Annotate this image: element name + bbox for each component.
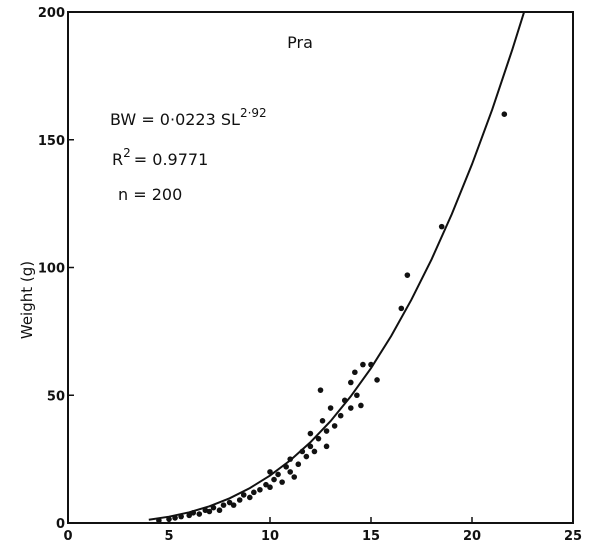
data-point: [501, 111, 508, 117]
x-tick-label: 5: [164, 529, 173, 544]
data-point: [226, 499, 233, 506]
data-point: [327, 405, 334, 411]
data-point: [438, 223, 445, 230]
data-point: [295, 461, 302, 468]
x-tick-label: 0: [63, 529, 72, 544]
data-point: [240, 492, 247, 498]
y-tick-label: 200: [38, 6, 65, 21]
r2-exponent: 2: [123, 146, 131, 160]
data-point: [257, 486, 263, 493]
plot-frame: [67, 11, 574, 524]
data-point: [303, 453, 310, 460]
data-point: [323, 443, 330, 450]
data-point: [196, 511, 203, 517]
y-tick-label: 100: [38, 262, 65, 277]
chart-title: Pra: [287, 33, 313, 52]
data-point: [275, 471, 281, 478]
data-point: [299, 448, 306, 455]
data-point: [279, 479, 285, 485]
data-point: [360, 361, 366, 368]
data-point: [216, 507, 223, 514]
data-point: [315, 435, 322, 442]
data-point: [267, 484, 273, 491]
data-point: [291, 474, 298, 480]
data-point: [337, 412, 344, 419]
data-point: [287, 469, 294, 475]
data-point: [251, 489, 257, 496]
data-point: [331, 423, 338, 429]
data-point: [319, 418, 326, 424]
r-squared: R2 = 0.9771: [112, 146, 208, 169]
data-point: [156, 517, 162, 524]
x-tick-label: 15: [362, 529, 380, 544]
sample-size: n = 200: [118, 185, 182, 204]
r2-value: = 0.9771: [134, 150, 208, 169]
data-point: [348, 405, 354, 411]
data-point: [206, 508, 213, 515]
data-point: [283, 463, 289, 470]
equation-exponent: 2·92: [240, 106, 267, 120]
data-point: [317, 387, 324, 393]
data-point: [178, 513, 184, 520]
data-point: [236, 497, 243, 503]
data-point: [307, 443, 314, 450]
data-point: [352, 369, 358, 376]
data-point: [311, 448, 318, 455]
data-point: [247, 494, 253, 501]
data-point: [307, 430, 314, 437]
data-point: [190, 509, 197, 516]
y-axis-label: Weight (g): [18, 261, 36, 339]
x-tick-label: 10: [261, 529, 279, 544]
y-tick-label: 50: [47, 389, 65, 404]
y-tick-label: 150: [38, 134, 65, 149]
data-point: [230, 502, 237, 508]
data-point: [166, 516, 172, 522]
data-point: [287, 456, 294, 462]
data-point: [271, 476, 277, 483]
data-point: [374, 377, 380, 383]
data-point: [263, 481, 269, 488]
data-point: [341, 397, 348, 404]
data-point: [358, 402, 364, 409]
data-point: [348, 379, 354, 386]
y-tick-label: 0: [56, 517, 65, 532]
x-tick-label: 20: [463, 529, 481, 544]
data-point: [323, 428, 330, 434]
data-point: [398, 305, 405, 312]
fit-curve: [148, 12, 526, 521]
data-point: [354, 392, 360, 399]
equation: BW = 0·0223 SL2·92: [110, 106, 267, 129]
x-tick-label: 25: [564, 529, 582, 544]
data-point: [172, 515, 178, 521]
data-point: [220, 502, 227, 508]
data-point: [404, 272, 411, 278]
data-point: [186, 512, 192, 519]
data-point: [368, 361, 374, 368]
data-point: [210, 504, 217, 511]
data-point: [267, 469, 273, 475]
r2-label: R: [112, 150, 123, 169]
equation-text: BW = 0·0223 SL: [110, 110, 240, 129]
